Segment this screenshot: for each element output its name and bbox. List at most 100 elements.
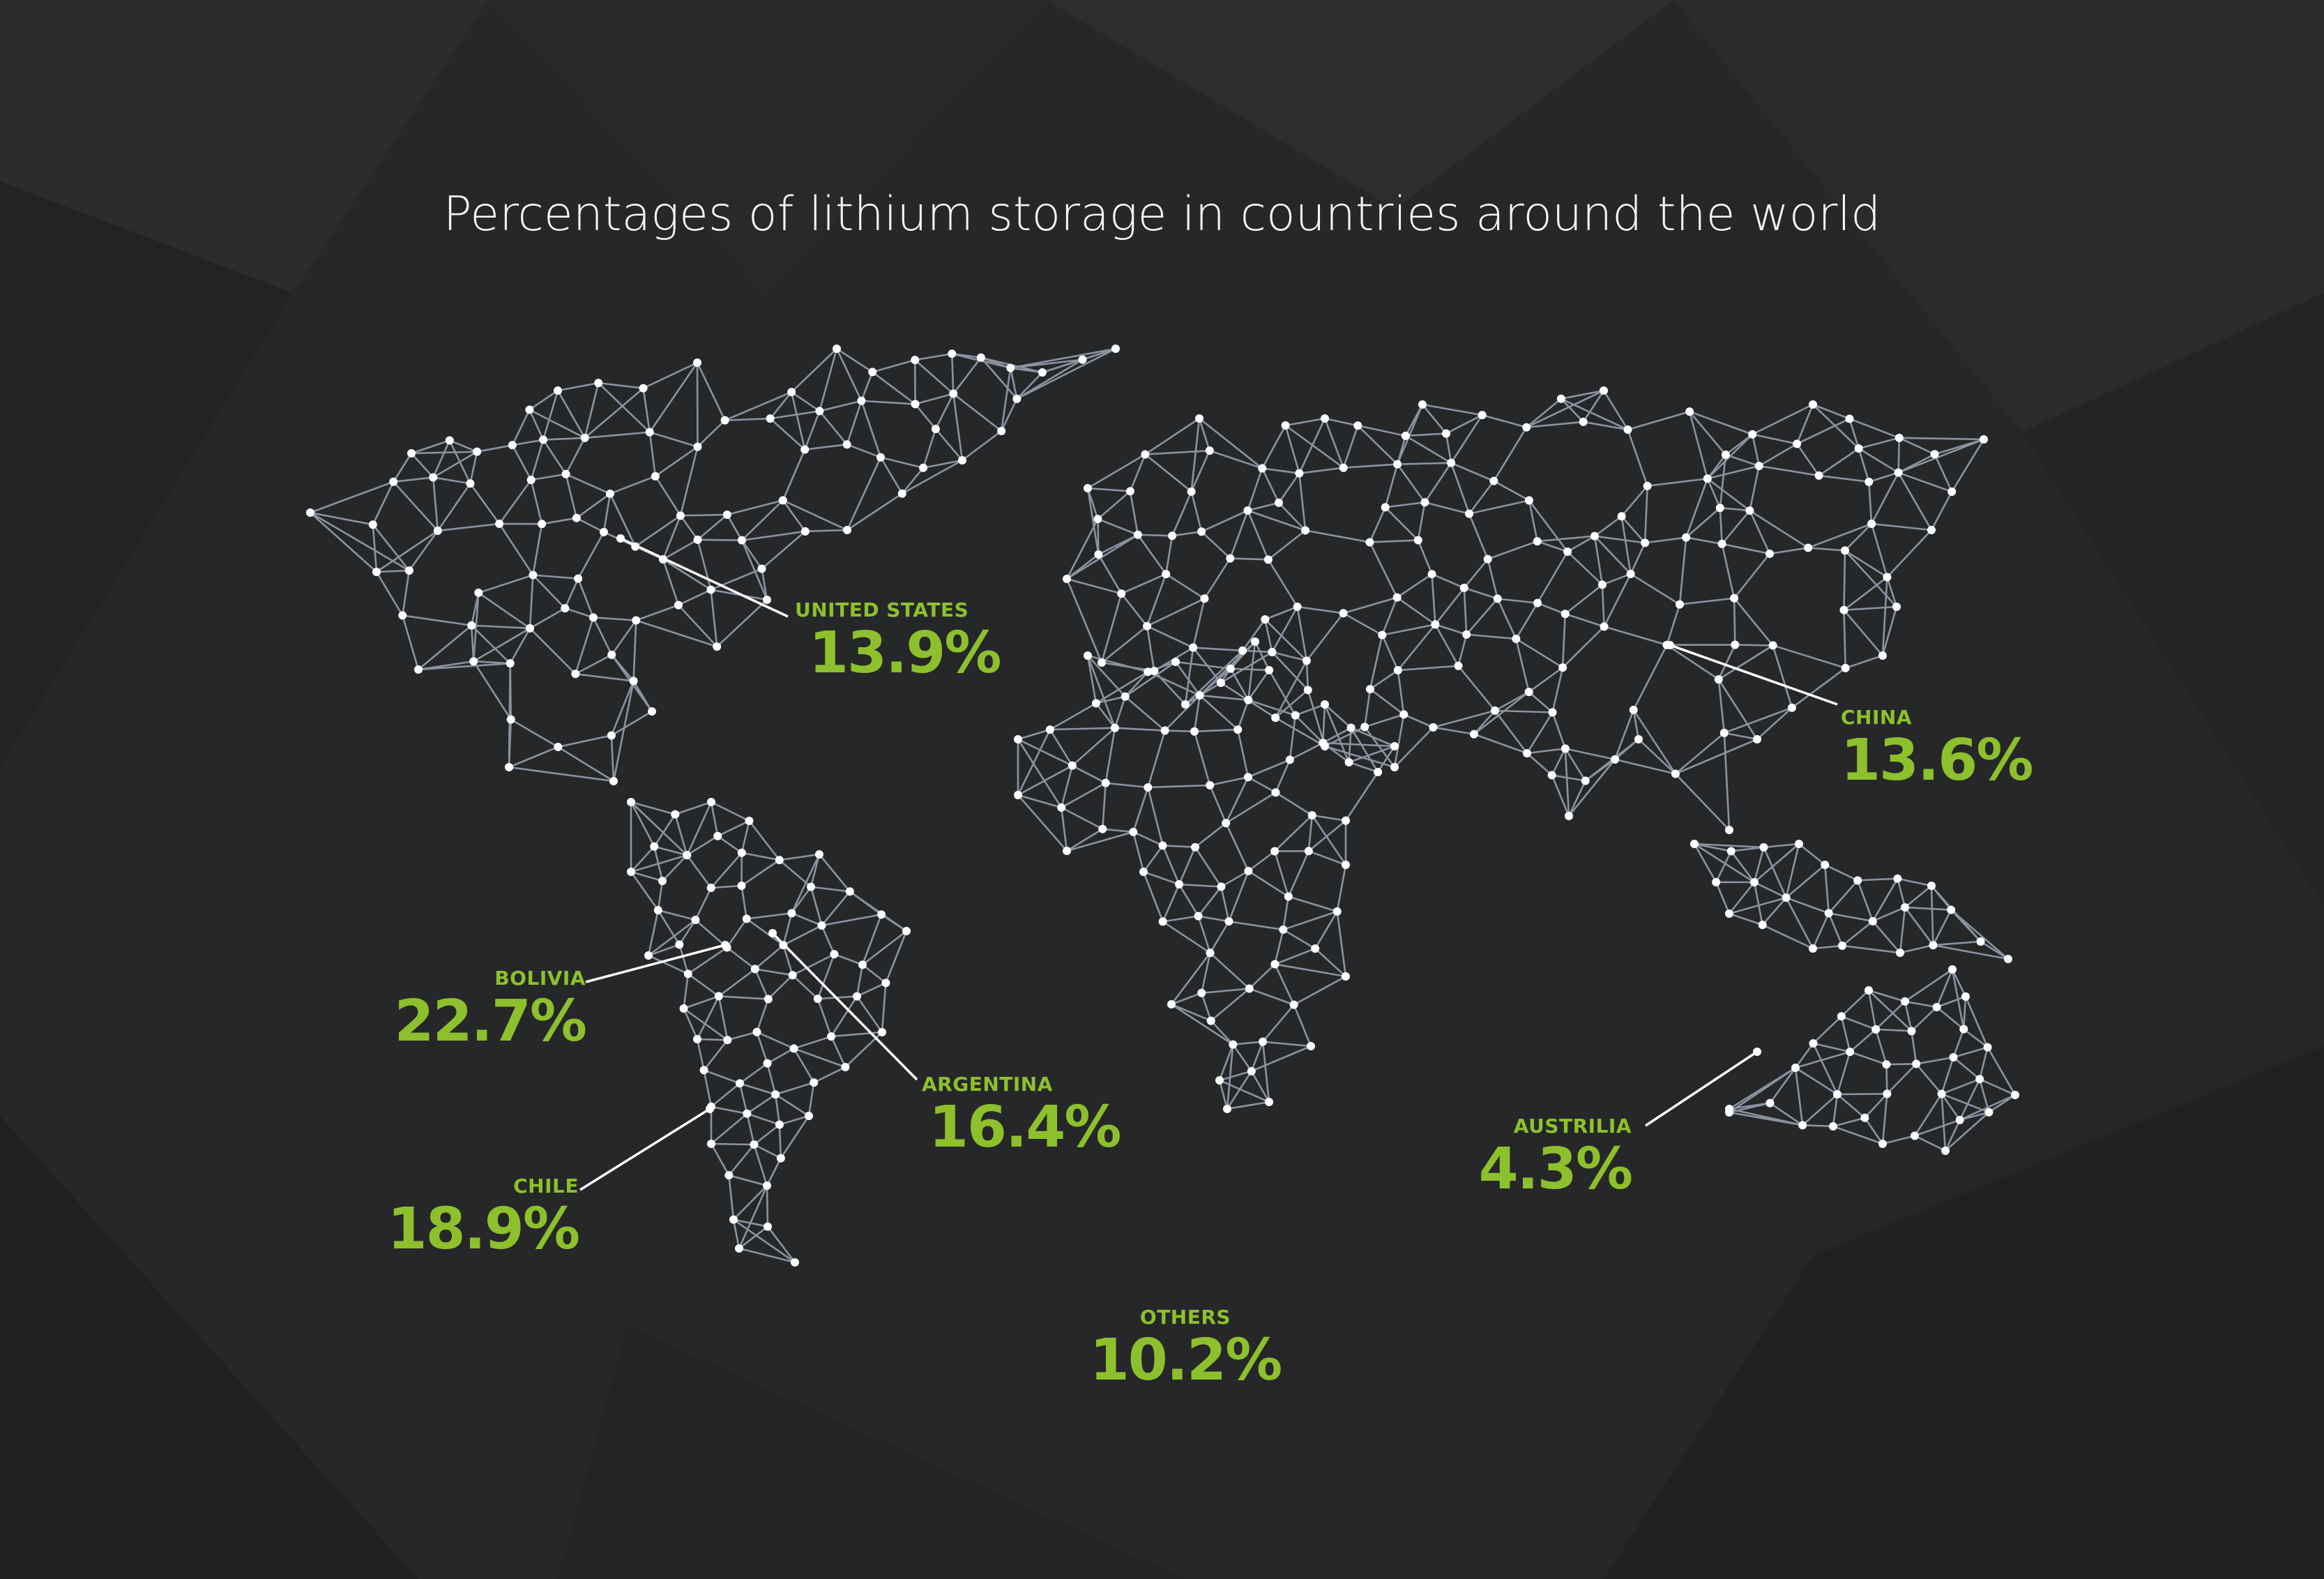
- network-link: [1146, 625, 1194, 649]
- network-link: [1184, 647, 1194, 705]
- network-node: [1675, 600, 1684, 609]
- network-link: [1849, 418, 1900, 439]
- network-node: [897, 489, 906, 498]
- network-node: [1671, 769, 1680, 778]
- network-node: [467, 621, 476, 630]
- network-node: [813, 995, 822, 1004]
- network-link: [1941, 1093, 1989, 1113]
- network-link: [1201, 531, 1231, 559]
- network-link: [473, 660, 512, 720]
- network-node: [1878, 651, 1887, 660]
- network-node: [1491, 706, 1500, 715]
- network-node: [1809, 1038, 1818, 1048]
- network-link: [557, 746, 614, 783]
- network-link: [792, 953, 835, 976]
- network-node: [807, 882, 816, 891]
- network-link: [950, 354, 955, 394]
- network-link: [1424, 462, 1452, 504]
- network-link: [1247, 468, 1263, 511]
- network-node: [691, 916, 700, 925]
- network-link: [1528, 500, 1538, 542]
- network-link: [662, 515, 682, 560]
- network-link: [1247, 510, 1270, 560]
- network-link: [1017, 794, 1068, 852]
- network-node: [1522, 423, 1531, 432]
- network-link: [739, 1062, 768, 1085]
- network-link: [791, 912, 822, 927]
- network-link: [1953, 1046, 1988, 1059]
- network-link: [1343, 596, 1397, 614]
- network-node: [827, 1032, 836, 1041]
- network-link: [1396, 573, 1433, 598]
- network-node: [529, 571, 538, 580]
- network-link: [1144, 453, 1192, 492]
- network-node: [1217, 882, 1226, 891]
- network-link: [1731, 846, 1764, 852]
- network-link: [1643, 485, 1648, 543]
- network-node: [1841, 663, 1850, 672]
- network-link: [1613, 709, 1634, 760]
- network-link: [1515, 602, 1539, 640]
- network-link: [1209, 449, 1263, 469]
- network-link: [1225, 822, 1250, 872]
- network-link: [1145, 449, 1210, 455]
- network-link: [1417, 502, 1426, 541]
- network-link: [1001, 398, 1018, 432]
- network-link: [1323, 741, 1395, 748]
- network-node: [609, 777, 618, 785]
- network-link: [1872, 906, 1906, 923]
- network-link: [1551, 774, 1586, 782]
- network-node: [713, 642, 722, 651]
- network-link: [529, 409, 586, 439]
- network-link: [804, 410, 821, 451]
- network-link: [635, 604, 679, 621]
- network-node: [1929, 941, 1938, 950]
- network-link: [1197, 916, 1211, 953]
- network-link: [717, 835, 743, 854]
- network-link: [1735, 644, 1773, 647]
- network-link: [1190, 418, 1201, 492]
- network-link: [1515, 638, 1530, 693]
- network-link: [1009, 368, 1018, 400]
- network-link: [529, 389, 559, 411]
- country-value: 4.3%: [1478, 1136, 1633, 1202]
- network-link: [1487, 540, 1538, 560]
- network-link: [436, 483, 471, 531]
- network-node: [1846, 1048, 1855, 1057]
- network-link: [710, 1143, 730, 1176]
- network-link: [1551, 711, 1567, 749]
- network-link: [1719, 506, 1750, 512]
- network-link: [1162, 915, 1199, 923]
- network-link: [1124, 671, 1149, 697]
- network-link: [1435, 624, 1467, 635]
- network-link: [1952, 1057, 1981, 1080]
- network-link: [1351, 727, 1395, 748]
- network-link: [1233, 1041, 1263, 1045]
- network-node: [1084, 651, 1092, 660]
- network-node: [639, 384, 648, 393]
- network-link: [1729, 1102, 1770, 1114]
- network-node: [881, 979, 890, 988]
- network-link: [1729, 1066, 1796, 1114]
- network-node: [788, 971, 797, 980]
- network-link: [1594, 535, 1646, 544]
- network-node: [735, 1079, 744, 1088]
- network-link: [611, 654, 635, 682]
- network-link: [1121, 593, 1148, 627]
- network-link: [1717, 679, 1726, 733]
- network-node: [1809, 944, 1817, 953]
- network-node: [466, 479, 475, 488]
- network-link: [791, 974, 819, 1000]
- network-link: [1277, 472, 1300, 504]
- network-link: [1627, 410, 1690, 431]
- network-node: [1556, 394, 1565, 403]
- network-node: [1860, 1113, 1869, 1122]
- network-node: [775, 1120, 784, 1129]
- network-link: [1218, 1044, 1234, 1081]
- network-link: [683, 1008, 699, 1040]
- network-node: [1117, 589, 1126, 598]
- network-node: [723, 1036, 732, 1045]
- network-link: [697, 539, 712, 590]
- network-link: [1324, 704, 1352, 729]
- network-link: [1114, 696, 1126, 729]
